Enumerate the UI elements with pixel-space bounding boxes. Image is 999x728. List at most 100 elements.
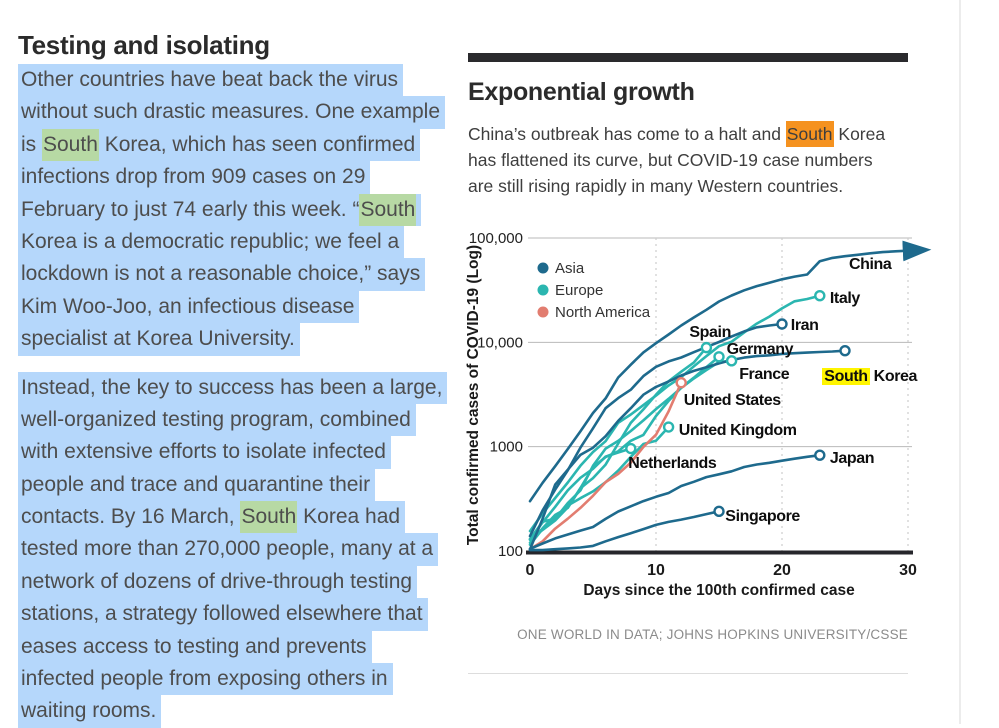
- selected-text: without such drastic measures. One examp…: [18, 96, 446, 129]
- selected-text: February to just 74 early this week. “So…: [18, 193, 422, 226]
- series-endpoint-france: [725, 355, 738, 367]
- series-endpoint-spain: [700, 341, 713, 354]
- country-label-france: France: [739, 365, 790, 383]
- subtitle-line: are still rising rapidly in many Western…: [468, 176, 844, 196]
- series-endpoint-iran: [776, 318, 788, 330]
- selected-text: well-organized testing program, combined: [18, 403, 416, 437]
- country-label-iran: Iran: [790, 316, 819, 334]
- x-axis-title: Days since the 100th confirmed case: [583, 582, 855, 599]
- y-tick-label: 100,000: [469, 230, 523, 247]
- text-line[interactable]: tested more than 270,000 people, many at…: [18, 533, 454, 566]
- series-endpoint-united-kingdom: [662, 421, 675, 433]
- legend-label-north_america: North America: [555, 304, 651, 321]
- selected-text: Instead, the key to success has been a l…: [18, 371, 448, 404]
- series-line-spain: [528, 346, 708, 544]
- text-line[interactable]: Korea is a democratic republic; we feel …: [18, 225, 454, 259]
- selected-text: stations, a strategy followed elsewhere …: [18, 598, 428, 631]
- legend-dot-europe: [537, 284, 549, 296]
- text-line[interactable]: contacts. By 16 March, South Korea had: [18, 501, 454, 534]
- selected-text: network of dozens of drive-through testi…: [18, 565, 418, 599]
- article-section-title: Testing and isolating: [18, 30, 270, 60]
- series-line-singapore: [528, 510, 721, 552]
- legend-label-asia: Asia: [555, 260, 585, 277]
- search-highlight-orange: South: [785, 121, 834, 147]
- text-line[interactable]: February to just 74 early this week. “So…: [18, 193, 454, 226]
- legend-dot-asia: [537, 262, 549, 274]
- legend-dot-north_america: [537, 306, 549, 318]
- selected-text: waiting rooms.: [18, 695, 162, 728]
- series-endpoint-singapore: [713, 505, 725, 518]
- text-line[interactable]: lockdown is not a reasonable choice,” sa…: [18, 258, 454, 291]
- selected-text: infections drop from 909 cases on 29: [18, 161, 371, 194]
- selected-text: tested more than 270,000 people, many at…: [18, 533, 439, 566]
- selected-text: contacts. By 16 March, South Korea had: [18, 501, 406, 534]
- series-line-germany: [528, 355, 721, 541]
- figure-title: Exponential growth: [468, 78, 695, 106]
- selected-text: Kim Woo-Joo, an infectious disease: [18, 290, 360, 324]
- series-line-united-states: [528, 381, 683, 551]
- selected-text: Korea is a democratic republic; we feel …: [18, 225, 405, 259]
- search-highlight-yellow: South: [822, 367, 870, 385]
- y-tick-label: 100: [498, 543, 523, 560]
- country-label-united-states: United States: [683, 391, 781, 409]
- text-line[interactable]: Instead, the key to success has been a l…: [18, 371, 454, 404]
- country-label-germany: Germany: [726, 340, 794, 358]
- text-line[interactable]: people and trace and quarantine their: [18, 468, 454, 502]
- text-line[interactable]: with extensive efforts to isolate infect…: [18, 436, 454, 469]
- page-edge-divider: [959, 0, 961, 724]
- series-line-italy: [528, 294, 822, 533]
- subtitle-line: has flattened its curve, but COVID-19 ca…: [468, 150, 873, 170]
- y-tick-label: 1000: [490, 439, 523, 456]
- selected-text: is South Korea, which has seen confirmed: [18, 128, 421, 162]
- figure-top-rule: [468, 53, 908, 62]
- text-line[interactable]: waiting rooms.: [18, 695, 454, 728]
- search-highlight-green: South: [240, 501, 298, 534]
- text-line[interactable]: is South Korea, which has seen confirmed: [18, 128, 454, 162]
- article-paragraph-2: Instead, the key to success has been a l…: [18, 371, 454, 728]
- country-label-south-korea: South Korea: [822, 367, 918, 385]
- search-highlight-green: South: [42, 128, 99, 162]
- series-line-japan: [528, 453, 822, 551]
- x-tick-label: 20: [773, 562, 791, 579]
- text-line[interactable]: Kim Woo-Joo, an infectious disease: [18, 290, 454, 324]
- series-endpoint-united-states: [675, 377, 687, 389]
- selected-text: with extensive efforts to isolate infect…: [18, 436, 391, 469]
- text-line[interactable]: infected people from exposing others in: [18, 663, 454, 696]
- series-endpoint-south-korea: [839, 344, 851, 357]
- country-label-china: China: [848, 256, 892, 274]
- country-label-italy: Italy: [829, 290, 860, 307]
- country-label-netherlands: Netherlands: [628, 454, 717, 472]
- covid-cases-chart: 100,000 10,000 1000 100 0 10 20 30 Total confirm…: [462, 230, 945, 602]
- search-highlight-green: South: [359, 193, 417, 226]
- y-tick-label: 10,000: [477, 334, 523, 351]
- text-line[interactable]: well-organized testing program, combined: [18, 403, 454, 437]
- series-endpoint-japan: [814, 449, 826, 461]
- article-column: Testing and isolating Other countries ha…: [18, 30, 454, 728]
- text-line[interactable]: eases access to testing and prevents: [18, 630, 454, 664]
- selected-text: specialist at Korea University.: [18, 323, 300, 356]
- selected-text: lockdown is not a reasonable choice,” sa…: [18, 258, 426, 291]
- country-label-japan: Japan: [829, 450, 875, 468]
- figure-subtitle: China’s outbreak has come to a halt and …: [468, 121, 885, 199]
- text-line[interactable]: network of dozens of drive-through testi…: [18, 565, 454, 599]
- text-line[interactable]: Other countries have beat back the virus: [18, 64, 454, 97]
- text-line[interactable]: specialist at Korea University.: [18, 323, 454, 356]
- series-endpoint-germany: [713, 351, 725, 363]
- y-axis-title: Total confirmed cases of COVID-19 (Log): [465, 245, 482, 545]
- x-tick-label: 0: [526, 562, 535, 579]
- series-line-china: [528, 240, 932, 503]
- chart-canvas: 100,000 10,000 1000 1000 10 20 30 Total confirm…: [465, 230, 932, 599]
- text-line[interactable]: infections drop from 909 cases on 29: [18, 161, 454, 194]
- paragraph-gap: [18, 356, 454, 372]
- series-endpoint-netherlands: [625, 442, 637, 455]
- figure-source-credit: ONE WORLD IN DATA; JOHNS HOPKINS UNIVERS…: [517, 627, 908, 642]
- x-tick-label: 30: [899, 562, 917, 579]
- subtitle-line: China’s outbreak has come to a halt and …: [468, 121, 885, 147]
- selected-text: Other countries have beat back the virus: [18, 64, 404, 97]
- selected-text: eases access to testing and prevents: [18, 630, 372, 664]
- country-label-united-kingdom: United Kingdom: [678, 422, 797, 440]
- country-label-singapore: Singapore: [725, 508, 800, 525]
- figure-bottom-rule: [468, 673, 908, 674]
- text-line[interactable]: without such drastic measures. One examp…: [18, 96, 454, 129]
- text-line[interactable]: stations, a strategy followed elsewhere …: [18, 598, 454, 631]
